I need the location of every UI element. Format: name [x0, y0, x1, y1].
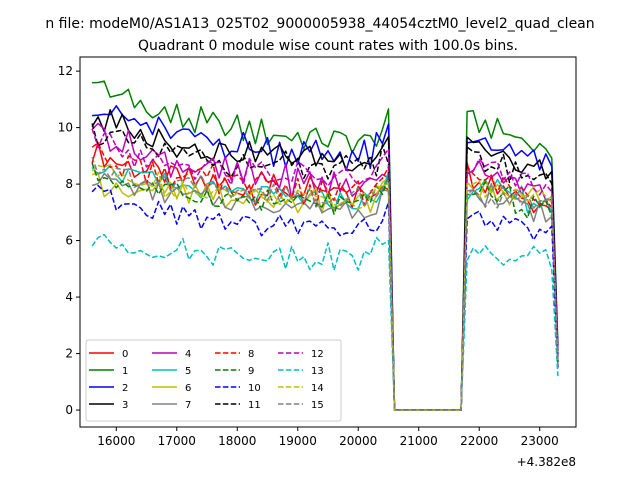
series-line-3 — [91, 109, 559, 411]
x-tick-label: 18000 — [218, 434, 256, 448]
legend-label-0: 0 — [122, 349, 128, 360]
figure-suptitle: n file: modeM0/AS1A13_025T02_9000005938_… — [45, 16, 594, 32]
legend-label-5: 5 — [185, 366, 191, 377]
legend-label-8: 8 — [248, 349, 254, 360]
legend-label-13: 13 — [311, 366, 324, 377]
series-line-2 — [92, 105, 559, 411]
legend-label-2: 2 — [122, 383, 128, 394]
x-tick-label: 20000 — [339, 434, 377, 448]
legend-label-9: 9 — [248, 366, 254, 377]
x-tick-label: 19000 — [279, 434, 317, 448]
legend-label-15: 15 — [311, 400, 324, 411]
series-layer — [91, 80, 559, 411]
axes-frame — [79, 56, 577, 428]
x-tick-label: 22000 — [460, 434, 498, 448]
legend-label-3: 3 — [122, 400, 128, 411]
x-tick-label: 21000 — [400, 434, 438, 448]
ticks-layer: 16000 17000 18000 19000 20000 21000 22000 23000… — [58, 64, 559, 448]
series-line-14 — [91, 164, 559, 411]
series-line-1 — [92, 80, 559, 411]
series-line-9 — [91, 162, 559, 411]
legend-label-11: 11 — [248, 400, 261, 411]
series-line-12 — [91, 128, 559, 411]
y-tick-label: 8 — [65, 177, 73, 191]
legend-label-4: 4 — [185, 349, 191, 360]
legend-label-12: 12 — [311, 349, 324, 360]
y-tick-label: 12 — [58, 64, 73, 78]
series-line-7 — [91, 172, 559, 411]
series-line-15 — [91, 156, 559, 411]
y-tick-label: 2 — [65, 347, 73, 361]
y-tick-label: 10 — [58, 121, 73, 135]
x-tick-label: 17000 — [158, 434, 196, 448]
series-line-10 — [91, 184, 559, 411]
y-tick-label: 0 — [65, 403, 73, 417]
x-tick-label: 16000 — [97, 434, 135, 448]
chart-title: Quadrant 0 module wise count rates with … — [138, 38, 518, 54]
legend-frame — [85, 339, 342, 422]
legend-label-14: 14 — [311, 383, 324, 394]
legend-label-10: 10 — [248, 383, 261, 394]
series-line-8 — [91, 142, 559, 411]
x-axis-offset-label: +4.382e8 — [517, 455, 576, 469]
legend-label-6: 6 — [185, 383, 191, 394]
y-tick-label: 4 — [65, 290, 73, 304]
y-tick-label: 6 — [65, 234, 73, 248]
series-line-11 — [91, 123, 559, 411]
series-line-13 — [91, 233, 559, 411]
legend-label-7: 7 — [185, 400, 191, 411]
legend-label-1: 1 — [122, 366, 128, 377]
x-tick-label: 23000 — [521, 434, 559, 448]
